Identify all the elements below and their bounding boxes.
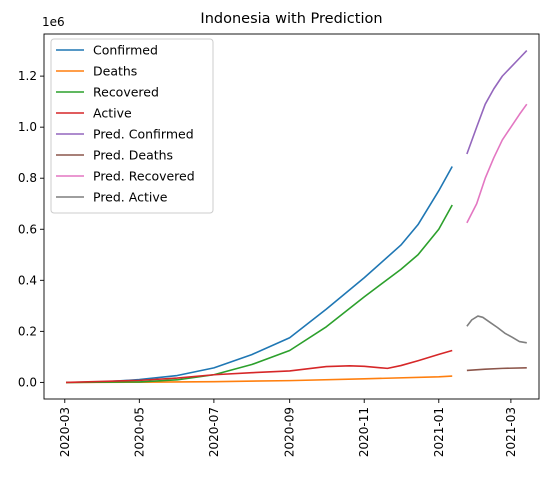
legend-box (50, 38, 214, 214)
series-line-pred-deaths (466, 367, 527, 372)
legend-label: Deaths (93, 64, 137, 79)
y-tick-label: 1.0 (18, 120, 37, 134)
series-line-active (65, 349, 453, 384)
legend-label: Pred. Deaths (93, 148, 173, 163)
legend: Confirmed Deaths Recovered Active Pred. Conf… (50, 38, 214, 214)
chart-title: Indonesia with Prediction (200, 11, 382, 27)
x-tick-label: 2020-11 (357, 407, 371, 457)
y-tick-label: 0.2 (18, 324, 37, 338)
y-tick-label: 0.6 (18, 222, 37, 236)
axes-frame (43, 33, 540, 400)
legend-label: Recovered (93, 85, 159, 100)
series-line-pred-active (466, 315, 527, 344)
x-tick-label: 2020-05 (132, 407, 146, 457)
legend-label: Pred. Recovered (93, 169, 195, 184)
x-tick-label: 2020-07 (207, 407, 221, 457)
legend-label: Confirmed (93, 43, 158, 58)
x-tick-label: 2021-03 (504, 407, 518, 457)
axes: 0.0 0.2 0.4 0.6 0.8 1.0 1.2 2020-03 2020-05 2020-… (18, 33, 540, 457)
y-offset-label: 1e6 (42, 15, 65, 29)
x-tick-label: 2020-03 (58, 407, 72, 457)
y-tick-label: 0.8 (18, 171, 37, 185)
y-tick-label: 0.0 (18, 375, 37, 389)
x-tick-label: 2021-01 (432, 407, 446, 457)
x-tick-label: 2020-09 (283, 407, 297, 457)
plot-area (65, 50, 528, 384)
series-line-pred-confirmed (466, 50, 528, 155)
y-tick-label: 0.4 (18, 273, 37, 287)
legend-label: Pred. Active (93, 190, 168, 205)
series-line-recovered (65, 204, 453, 384)
legend-label: Active (93, 106, 132, 121)
series-line-pred-recovered (466, 103, 528, 224)
y-tick-label: 1.2 (18, 69, 37, 83)
legend-label: Pred. Confirmed (93, 127, 194, 142)
